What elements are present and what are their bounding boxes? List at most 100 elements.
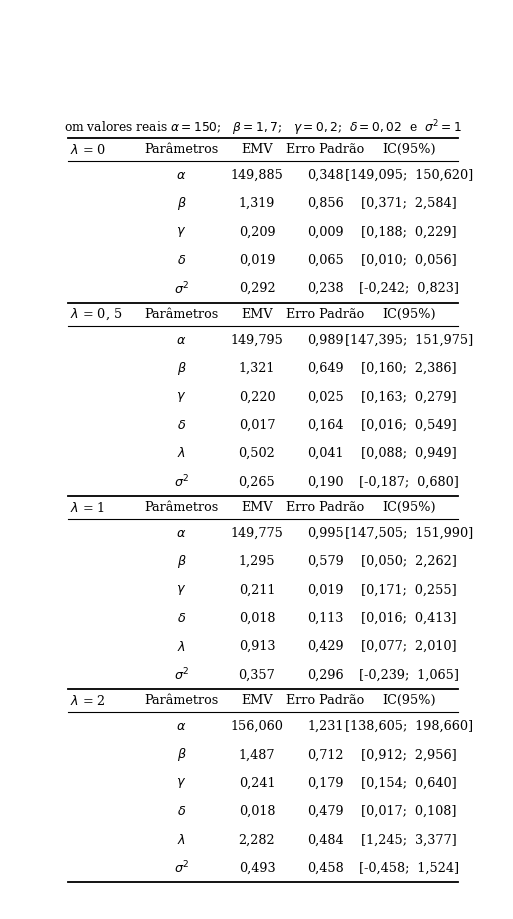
Text: $\alpha$: $\alpha$ xyxy=(176,334,187,346)
Text: EMV: EMV xyxy=(241,308,273,321)
Text: 2,282: 2,282 xyxy=(239,834,275,846)
Text: $\beta$: $\beta$ xyxy=(176,553,186,571)
Text: 0,113: 0,113 xyxy=(307,612,344,625)
Text: $\delta$: $\delta$ xyxy=(177,612,186,625)
Text: om valores reais $\alpha = 150$;   $\beta = 1, 7$;   $\gamma = 0, 2$;  $\delta =: om valores reais $\alpha = 150$; $\beta … xyxy=(64,118,462,138)
Text: 149,795: 149,795 xyxy=(230,334,283,346)
Text: $\lambda$ = 0: $\lambda$ = 0 xyxy=(70,142,106,156)
Text: 0,017: 0,017 xyxy=(239,419,275,432)
Text: [0,010;  0,056]: [0,010; 0,056] xyxy=(361,254,457,267)
Text: 0,241: 0,241 xyxy=(239,777,275,789)
Text: 1,231: 1,231 xyxy=(307,720,344,733)
Text: [-0,239;  1,065]: [-0,239; 1,065] xyxy=(359,668,459,682)
Text: $\gamma$: $\gamma$ xyxy=(176,777,186,790)
Text: [0,077;  2,010]: [0,077; 2,010] xyxy=(361,641,457,653)
Text: [138,605;  198,660]: [138,605; 198,660] xyxy=(345,720,473,733)
Text: [0,371;  2,584]: [0,371; 2,584] xyxy=(361,198,457,210)
Text: [0,912;  2,956]: [0,912; 2,956] xyxy=(361,748,457,762)
Text: 0,712: 0,712 xyxy=(307,748,344,762)
Text: IC(95%): IC(95%) xyxy=(382,308,436,321)
Text: 0,025: 0,025 xyxy=(307,391,344,403)
Text: $\alpha$: $\alpha$ xyxy=(176,720,187,733)
Text: [-0,242;  0,823]: [-0,242; 0,823] xyxy=(359,282,459,295)
Text: [0,016;  0,549]: [0,016; 0,549] xyxy=(361,419,457,432)
Text: 1,487: 1,487 xyxy=(239,748,275,762)
Text: Erro Padrão: Erro Padrão xyxy=(286,143,365,156)
Text: $\gamma$: $\gamma$ xyxy=(176,390,186,403)
Text: [0,163;  0,279]: [0,163; 0,279] xyxy=(361,391,457,403)
Text: 149,775: 149,775 xyxy=(230,527,283,540)
Text: 0,019: 0,019 xyxy=(239,254,275,267)
Text: 0,265: 0,265 xyxy=(239,475,275,488)
Text: $\sigma^2$: $\sigma^2$ xyxy=(174,666,189,683)
Text: 0,484: 0,484 xyxy=(307,834,344,846)
Text: [0,017;  0,108]: [0,017; 0,108] xyxy=(361,805,457,818)
Text: 1,321: 1,321 xyxy=(239,362,275,375)
Text: 0,018: 0,018 xyxy=(239,612,275,625)
Text: $\lambda$ = 0, 5: $\lambda$ = 0, 5 xyxy=(70,307,122,323)
Text: 0,357: 0,357 xyxy=(239,668,275,682)
Text: Erro Padrão: Erro Padrão xyxy=(286,694,365,708)
Text: 149,885: 149,885 xyxy=(230,169,283,182)
Text: 0,649: 0,649 xyxy=(307,362,344,375)
Text: $\beta$: $\beta$ xyxy=(176,195,186,212)
Text: 0,220: 0,220 xyxy=(239,391,275,403)
Text: [147,395;  151,975]: [147,395; 151,975] xyxy=(345,334,473,346)
Text: [0,160;  2,386]: [0,160; 2,386] xyxy=(361,362,457,375)
Text: $\alpha$: $\alpha$ xyxy=(176,169,187,182)
Text: EMV: EMV xyxy=(241,143,273,156)
Text: 0,579: 0,579 xyxy=(307,555,344,568)
Text: EMV: EMV xyxy=(241,501,273,514)
Text: [0,188;  0,229]: [0,188; 0,229] xyxy=(361,225,457,239)
Text: [149,095;  150,620]: [149,095; 150,620] xyxy=(345,169,473,182)
Text: [0,016;  0,413]: [0,016; 0,413] xyxy=(361,612,457,625)
Text: $\lambda$: $\lambda$ xyxy=(177,833,186,846)
Text: 0,019: 0,019 xyxy=(307,584,344,596)
Text: 0,913: 0,913 xyxy=(239,641,275,653)
Text: IC(95%): IC(95%) xyxy=(382,143,436,156)
Text: Erro Padrão: Erro Padrão xyxy=(286,308,365,321)
Text: 0,164: 0,164 xyxy=(307,419,344,432)
Text: 0,018: 0,018 xyxy=(239,805,275,818)
Text: 0,502: 0,502 xyxy=(239,447,275,460)
Text: [147,505;  151,990]: [147,505; 151,990] xyxy=(345,527,473,540)
Text: 1,295: 1,295 xyxy=(239,555,275,568)
Text: 0,856: 0,856 xyxy=(307,198,344,210)
Text: IC(95%): IC(95%) xyxy=(382,501,436,514)
Text: Parâmetros: Parâmetros xyxy=(144,143,219,156)
Text: 0,041: 0,041 xyxy=(307,447,344,460)
Text: $\lambda$ = 2: $\lambda$ = 2 xyxy=(70,694,106,708)
Text: $\delta$: $\delta$ xyxy=(177,254,186,267)
Text: EMV: EMV xyxy=(241,694,273,708)
Text: [0,050;  2,262]: [0,050; 2,262] xyxy=(361,555,457,568)
Text: Erro Padrão: Erro Padrão xyxy=(286,501,365,514)
Text: 156,060: 156,060 xyxy=(230,720,283,733)
Text: $\beta$: $\beta$ xyxy=(176,360,186,377)
Text: 0,348: 0,348 xyxy=(307,169,344,182)
Text: [1,245;  3,377]: [1,245; 3,377] xyxy=(361,834,457,846)
Text: 0,009: 0,009 xyxy=(307,225,344,239)
Text: 0,458: 0,458 xyxy=(307,862,344,875)
Text: 0,296: 0,296 xyxy=(307,668,344,682)
Text: 0,209: 0,209 xyxy=(239,225,275,239)
Text: Parâmetros: Parâmetros xyxy=(144,694,219,708)
Text: 0,065: 0,065 xyxy=(307,254,344,267)
Text: Parâmetros: Parâmetros xyxy=(144,501,219,514)
Text: $\sigma^2$: $\sigma^2$ xyxy=(174,860,189,877)
Text: 0,429: 0,429 xyxy=(307,641,344,653)
Text: 0,479: 0,479 xyxy=(307,805,344,818)
Text: $\gamma$: $\gamma$ xyxy=(176,225,186,239)
Text: [-0,458;  1,524]: [-0,458; 1,524] xyxy=(359,862,459,875)
Text: $\lambda$: $\lambda$ xyxy=(177,447,186,460)
Text: 0,493: 0,493 xyxy=(239,862,275,875)
Text: $\delta$: $\delta$ xyxy=(177,419,186,432)
Text: Parâmetros: Parâmetros xyxy=(144,308,219,321)
Text: $\alpha$: $\alpha$ xyxy=(176,527,187,540)
Text: [0,171;  0,255]: [0,171; 0,255] xyxy=(361,584,457,596)
Text: [0,154;  0,640]: [0,154; 0,640] xyxy=(361,777,457,789)
Text: $\beta$: $\beta$ xyxy=(176,746,186,764)
Text: $\lambda$ = 1: $\lambda$ = 1 xyxy=(70,501,105,515)
Text: [-0,187;  0,680]: [-0,187; 0,680] xyxy=(359,475,459,488)
Text: 1,319: 1,319 xyxy=(239,198,275,210)
Text: $\sigma^2$: $\sigma^2$ xyxy=(174,280,189,297)
